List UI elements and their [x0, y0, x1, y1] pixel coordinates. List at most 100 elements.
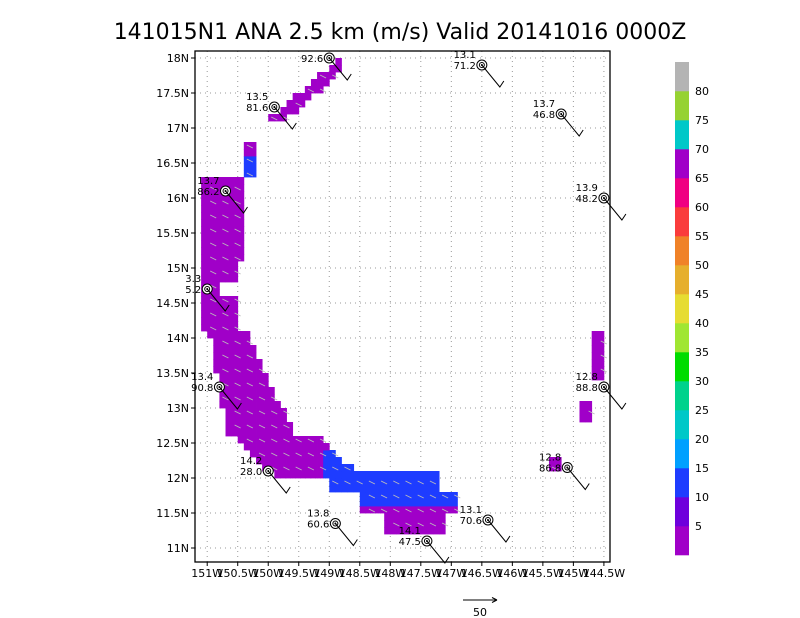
y-tick-label: 16N: [167, 192, 189, 205]
wind-cell: [249, 156, 257, 164]
wind-cell: [384, 471, 391, 479]
wind-cell: [414, 478, 422, 486]
wind-cell: [310, 457, 318, 465]
wind-cell: [433, 520, 440, 528]
wind-vector: [319, 466, 327, 471]
wind-cell: [384, 485, 391, 493]
wind-cell: [304, 86, 312, 94]
wind-cell: [201, 233, 208, 241]
wind-cell: [213, 254, 220, 262]
y-tick-label: 12.5N: [156, 437, 189, 450]
wind-cell: [231, 422, 239, 430]
wind-cell: [207, 303, 214, 311]
wind-cell: [286, 429, 294, 437]
wind-cell: [286, 443, 294, 451]
wind-cell: [219, 226, 226, 234]
colorbar-label: 5: [695, 520, 702, 533]
wind-cell: [439, 499, 446, 507]
colorbar-label: 75: [695, 114, 709, 127]
wind-cell: [292, 107, 300, 115]
wind-cell: [219, 366, 226, 374]
wind-cell: [384, 499, 391, 507]
wind-cell: [292, 93, 300, 101]
wind-vector: [319, 88, 327, 93]
wind-vector: [295, 102, 302, 107]
wind-cell: [207, 191, 214, 199]
observations: 92.6 13.171.213.581.6 13.746.813.786.2 13.9…: [185, 50, 627, 564]
wind-cell: [384, 527, 391, 535]
wind-cell: [225, 268, 233, 276]
wind-cell: [213, 240, 220, 248]
wind-cell: [231, 247, 239, 255]
wind-cell: [402, 520, 410, 528]
wind-cell: [408, 527, 416, 535]
colorbar-segment: [675, 294, 689, 324]
wind-vector: [551, 466, 559, 471]
colorbar-label: 25: [695, 404, 709, 417]
wind-vector: [246, 382, 254, 387]
wind-vector: [234, 228, 241, 233]
wind-cell: [414, 527, 422, 535]
wind-cell: [231, 296, 239, 304]
wind-cell: [390, 527, 397, 535]
wind-cell: [213, 324, 220, 332]
wind-cell: [207, 233, 214, 241]
wind-cell: [256, 450, 263, 458]
wind-cell: [213, 226, 220, 234]
wind-cell: [225, 338, 233, 346]
wind-cell: [225, 352, 233, 360]
observation-label-2: 71.2: [454, 61, 476, 72]
wind-cell: [213, 352, 220, 360]
wind-cell: [317, 86, 324, 94]
wind-cell: [213, 191, 220, 199]
wind-cell: [408, 485, 416, 493]
wind-cell: [298, 471, 306, 479]
wind-cell: [420, 471, 428, 479]
wind-cell: [219, 331, 226, 339]
wind-cell: [262, 394, 269, 402]
colorbar-segment: [675, 526, 689, 556]
wind-cell: [280, 436, 287, 444]
wind-cell: [225, 387, 233, 395]
wind-cell: [219, 401, 226, 409]
wind-cell: [335, 478, 342, 486]
wind-cell: [225, 401, 233, 409]
observation-ring-inner: [423, 538, 430, 544]
wind-cell: [237, 226, 245, 234]
wind-vector: [393, 508, 400, 513]
wind-vector: [405, 480, 412, 485]
observation-ring-inner: [204, 286, 211, 292]
wind-cell: [231, 261, 239, 269]
wind-cell: [396, 478, 403, 486]
reference-vector-head: [491, 597, 498, 603]
wind-cell: [201, 240, 208, 248]
wind-cell: [329, 478, 336, 486]
observation-label-1: 13.8: [307, 509, 329, 520]
x-tick-label: 145.5W: [522, 567, 564, 580]
wind-vector: [210, 186, 217, 191]
wind-cell: [219, 359, 226, 367]
wind-cell: [213, 275, 220, 283]
wind-cell: [597, 366, 605, 374]
y-tick-label: 12N: [167, 472, 189, 485]
wind-cell: [384, 478, 391, 486]
wind-cell: [384, 520, 391, 528]
chart-title: 141015N1 ANA 2.5 km (m/s) Valid 20141016…: [114, 20, 687, 45]
wind-cell: [262, 380, 269, 388]
wind-vector: [271, 116, 278, 121]
wind-vector: [222, 326, 229, 331]
wind-cell: [231, 317, 239, 325]
wind-cell: [548, 457, 556, 465]
wind-cell: [268, 443, 275, 451]
wind-cell: [359, 471, 367, 479]
colorbar-label: 60: [695, 201, 709, 214]
wind-vector: [246, 424, 254, 429]
wind-cell: [304, 443, 312, 451]
wind-cell: [402, 506, 410, 514]
wind-cell: [329, 72, 336, 80]
wind-vector: [283, 116, 290, 121]
wind-cell: [329, 450, 336, 458]
wind-cell: [237, 373, 245, 381]
wind-cell: [420, 499, 428, 507]
reference-vector-label: 50: [473, 606, 487, 618]
